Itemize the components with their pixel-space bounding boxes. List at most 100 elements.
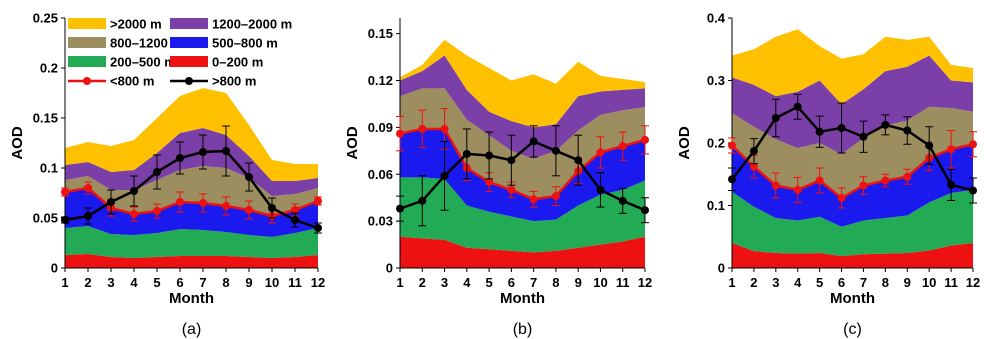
x-tick-label: 5 — [816, 275, 823, 290]
area-band-800-1200 — [732, 106, 973, 198]
data-point-gt800 — [507, 156, 516, 165]
x-axis-title: Month — [500, 290, 545, 307]
x-tick-label: 9 — [245, 275, 252, 290]
x-tick-label: 10 — [265, 275, 279, 290]
data-point-lt800 — [440, 124, 449, 133]
data-point-gt800 — [641, 206, 649, 215]
y-tick-label: 0 — [51, 261, 58, 276]
data-point-gt800 — [596, 185, 605, 194]
area-band-500-800 — [400, 128, 645, 222]
area-band-1200-2000 — [732, 55, 973, 155]
y-tick-label: 0.2 — [40, 61, 58, 76]
legend-swatch-0-200 — [170, 56, 208, 67]
panel-label: (c) — [843, 321, 862, 338]
x-tick-label: 11 — [944, 275, 958, 290]
data-point-lt800 — [793, 185, 802, 194]
data-point-lt800 — [837, 194, 846, 202]
x-tick-label: 6 — [508, 275, 515, 290]
y-tick-label: 0 — [386, 261, 393, 276]
data-point-gt800 — [947, 180, 956, 189]
data-point-lt800 — [61, 188, 69, 196]
legend-label-500-800: 500–800 m — [212, 36, 278, 51]
x-tick-label: 2 — [419, 275, 426, 290]
data-point-lt800 — [641, 135, 649, 144]
x-tick-label: 7 — [199, 275, 206, 290]
data-point-gt800 — [291, 216, 299, 224]
data-point-lt800 — [314, 197, 322, 205]
data-point-gt800 — [222, 147, 230, 155]
data-point-lt800 — [529, 195, 538, 204]
data-point-lt800 — [771, 181, 780, 190]
data-point-lt800 — [859, 181, 868, 190]
x-tick-label: 4 — [130, 275, 138, 290]
series-line-gt800 — [64, 149, 319, 230]
legend-label-0-200: 0–200 m — [212, 55, 263, 70]
legend-label-lt800: <800 m — [110, 74, 154, 89]
area-band-0-200 — [732, 243, 973, 268]
x-tick-label: 2 — [84, 275, 91, 290]
x-tick-label: 1 — [396, 275, 403, 290]
x-axis-title: Month — [169, 290, 214, 307]
x-tick-label: 12 — [966, 275, 980, 290]
legend-label-800-1200: 800–1200 m — [110, 36, 183, 51]
x-tick-label: 8 — [882, 275, 889, 290]
series-line-gt800 — [399, 139, 646, 212]
data-point-lt800 — [84, 184, 92, 192]
data-point-lt800 — [291, 206, 299, 214]
data-point-gt800 — [130, 187, 138, 195]
data-point-gt800 — [749, 147, 758, 156]
data-point-lt800 — [903, 172, 912, 181]
data-point-gt800 — [771, 114, 780, 122]
data-point-lt800 — [947, 145, 956, 154]
data-point-lt800 — [881, 176, 890, 185]
data-point-gt800 — [440, 171, 449, 180]
data-point-gt800 — [462, 149, 471, 158]
x-tick-label: 9 — [575, 275, 582, 290]
legend-label-gt2000: >2000 m — [110, 17, 162, 32]
x-tick-label: 5 — [153, 275, 160, 290]
y-axis-title: AOD — [676, 126, 693, 160]
data-point-gt800 — [199, 148, 207, 156]
chart-panel-2: 00.030.060.090.120.151 2 3 4 5 6 7 8 9 10 11 12Mont… — [344, 18, 652, 338]
x-tick-label: 3 — [441, 275, 448, 290]
legend-swatch-1200-2000 — [170, 18, 208, 29]
data-point-gt800 — [107, 198, 115, 206]
data-point-lt800 — [969, 140, 977, 149]
data-point-gt800 — [529, 137, 538, 146]
area-band-500-800 — [65, 188, 318, 237]
x-tick-label: 10 — [593, 275, 607, 290]
x-tick-label: 6 — [838, 275, 845, 290]
panel-label: (a) — [182, 321, 202, 338]
y-tick-label: 0.03 — [368, 214, 393, 229]
x-tick-label: 12 — [638, 275, 652, 290]
legend-swatch-200-500 — [68, 56, 106, 67]
data-point-lt800 — [130, 210, 138, 218]
area-band-800-1200 — [400, 88, 645, 200]
area-band-200-500 — [65, 226, 318, 258]
data-point-gt800 — [903, 126, 912, 135]
area-band-200-500 — [732, 189, 973, 257]
y-axis-title: AOD — [344, 126, 361, 160]
data-point-gt800 — [84, 212, 92, 220]
x-axis-title: Month — [830, 290, 875, 307]
data-point-lt800 — [176, 198, 184, 206]
y-tick-label: 0.2 — [707, 136, 725, 151]
x-tick-label: 1 — [728, 275, 735, 290]
data-point-lt800 — [596, 148, 605, 157]
data-point-gt800 — [485, 151, 494, 160]
y-tick-label: 0.15 — [368, 26, 393, 41]
series-line-gt800 — [731, 105, 974, 192]
data-point-gt800 — [881, 120, 890, 129]
area-band-1200-2000 — [65, 128, 318, 196]
data-point-gt800 — [574, 156, 583, 165]
x-tick-label: 10 — [922, 275, 936, 290]
x-tick-label: 1 — [61, 275, 68, 290]
data-point-lt800 — [728, 141, 736, 150]
area-band-gt2000 — [65, 88, 318, 181]
x-tick-label: 7 — [860, 275, 867, 290]
x-tick-label: 11 — [288, 275, 302, 290]
y-tick-label: 0 — [718, 261, 725, 276]
data-point-gt800 — [969, 186, 977, 195]
data-point-lt800 — [485, 178, 494, 187]
